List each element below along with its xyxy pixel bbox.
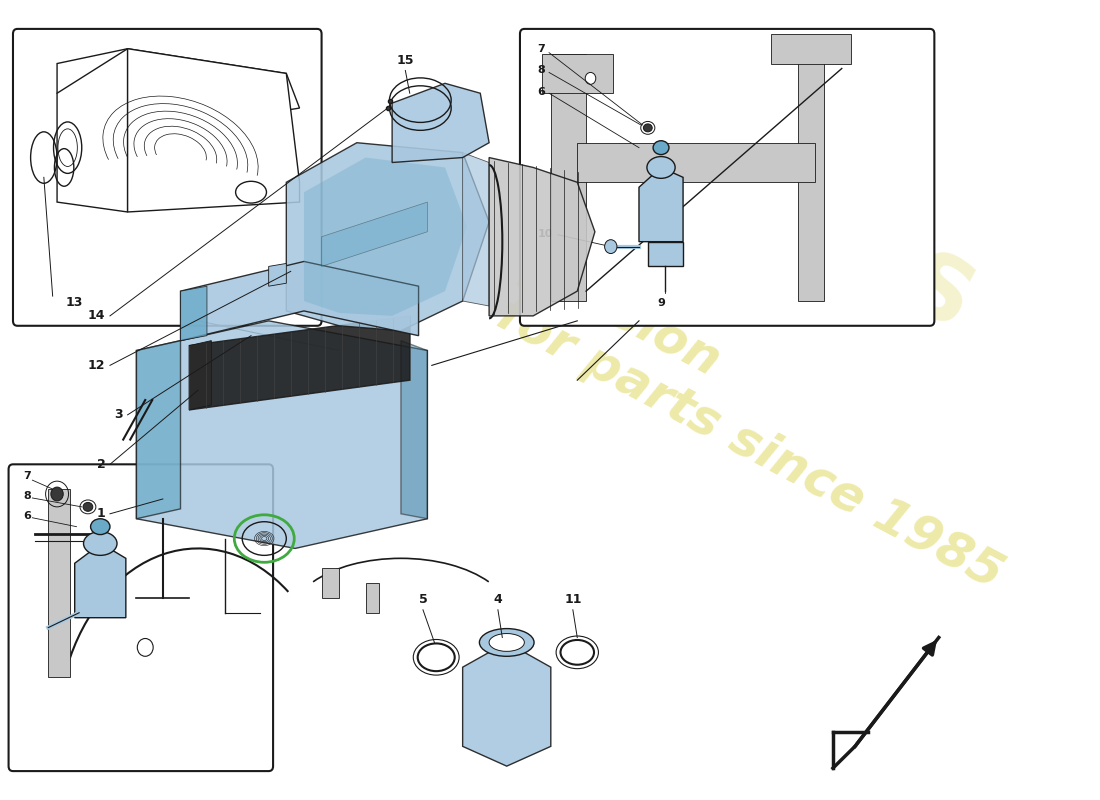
Polygon shape — [463, 153, 490, 306]
Circle shape — [138, 638, 153, 656]
Polygon shape — [268, 263, 286, 286]
Polygon shape — [180, 286, 207, 341]
Ellipse shape — [90, 518, 110, 534]
Polygon shape — [578, 142, 815, 182]
Text: 7: 7 — [23, 471, 31, 481]
Ellipse shape — [480, 629, 535, 656]
Text: 6: 6 — [23, 510, 32, 521]
Ellipse shape — [653, 141, 669, 154]
Polygon shape — [400, 341, 428, 518]
Text: 8: 8 — [538, 66, 546, 75]
Text: DPARTS: DPARTS — [604, 92, 988, 351]
Polygon shape — [57, 49, 128, 212]
Polygon shape — [771, 34, 850, 63]
Polygon shape — [75, 543, 125, 618]
Text: 10: 10 — [538, 229, 553, 238]
Ellipse shape — [84, 532, 117, 555]
Polygon shape — [48, 489, 70, 677]
Circle shape — [605, 240, 617, 254]
Text: 5: 5 — [419, 593, 427, 606]
Text: 9: 9 — [657, 298, 665, 308]
Polygon shape — [304, 158, 468, 316]
Polygon shape — [57, 49, 299, 123]
Polygon shape — [189, 316, 409, 410]
Polygon shape — [542, 54, 613, 94]
Text: 11: 11 — [564, 593, 582, 606]
Text: 2: 2 — [97, 458, 106, 471]
Text: 13: 13 — [66, 296, 84, 309]
Polygon shape — [490, 158, 595, 316]
Polygon shape — [136, 341, 180, 518]
FancyBboxPatch shape — [520, 29, 934, 326]
Text: 6: 6 — [538, 87, 546, 98]
Polygon shape — [392, 83, 490, 162]
Polygon shape — [136, 321, 428, 549]
Text: passion
for parts since 1985: passion for parts since 1985 — [490, 242, 1037, 598]
Polygon shape — [463, 642, 551, 766]
Ellipse shape — [647, 157, 675, 178]
Polygon shape — [189, 341, 211, 410]
Text: 4: 4 — [494, 593, 503, 606]
FancyBboxPatch shape — [13, 29, 321, 326]
Text: 3: 3 — [114, 408, 123, 422]
Text: 12: 12 — [88, 359, 106, 372]
Ellipse shape — [490, 634, 525, 651]
Polygon shape — [286, 142, 490, 330]
Polygon shape — [321, 568, 339, 598]
Circle shape — [51, 487, 63, 501]
Text: 14: 14 — [88, 310, 106, 322]
Text: 1: 1 — [97, 507, 106, 520]
Polygon shape — [128, 49, 299, 212]
Ellipse shape — [84, 502, 92, 511]
Polygon shape — [321, 202, 428, 266]
Ellipse shape — [644, 124, 652, 132]
Text: 15: 15 — [397, 54, 414, 66]
Polygon shape — [551, 54, 586, 301]
Polygon shape — [648, 242, 683, 266]
Polygon shape — [639, 167, 683, 242]
Circle shape — [585, 73, 596, 84]
Polygon shape — [798, 44, 824, 301]
Polygon shape — [365, 583, 378, 613]
FancyBboxPatch shape — [9, 464, 273, 771]
Polygon shape — [180, 262, 419, 341]
Text: 7: 7 — [538, 44, 546, 54]
Text: 8: 8 — [23, 491, 31, 501]
